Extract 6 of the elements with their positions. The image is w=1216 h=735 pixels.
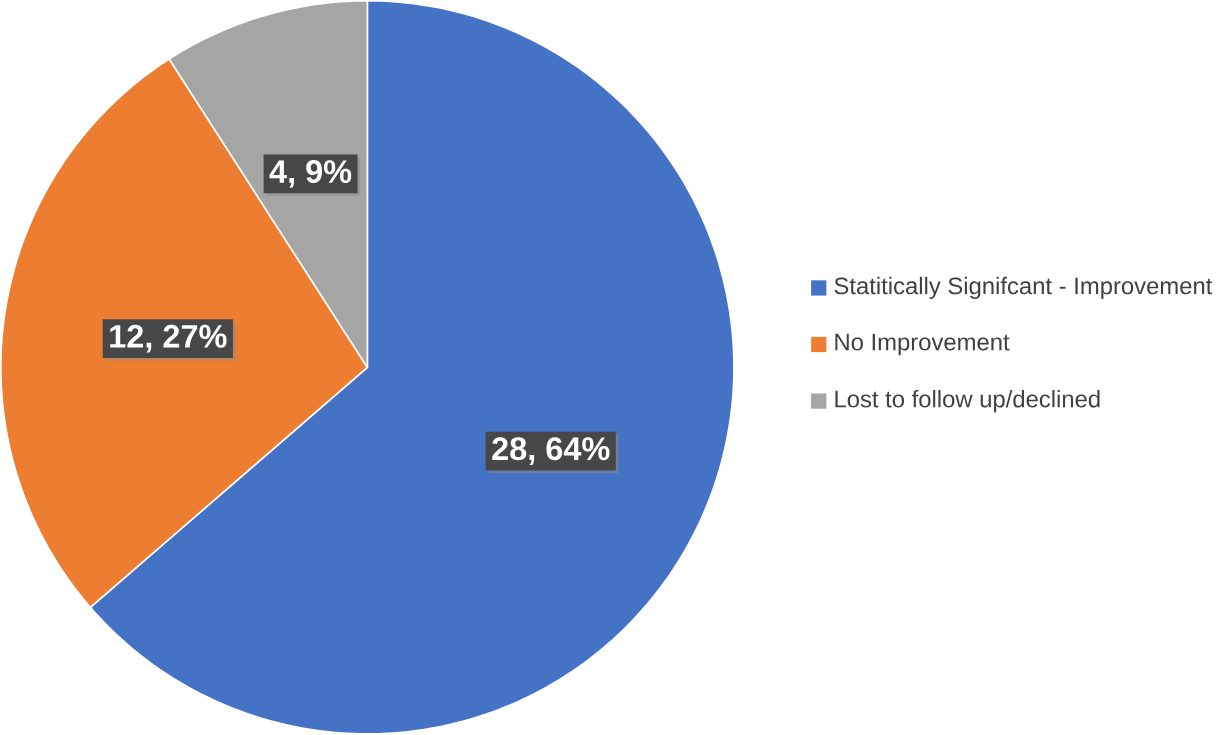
legend-label: Statitically Signifcant - Improvement: [834, 276, 1213, 300]
legend-label: Lost to follow up/declined: [835, 390, 1100, 413]
data-label: 4, 9%: [269, 160, 352, 188]
data-label: 12, 27%: [110, 324, 227, 353]
data-label: 28, 64%: [492, 437, 610, 466]
legend-label: No Improvement: [835, 333, 1010, 356]
